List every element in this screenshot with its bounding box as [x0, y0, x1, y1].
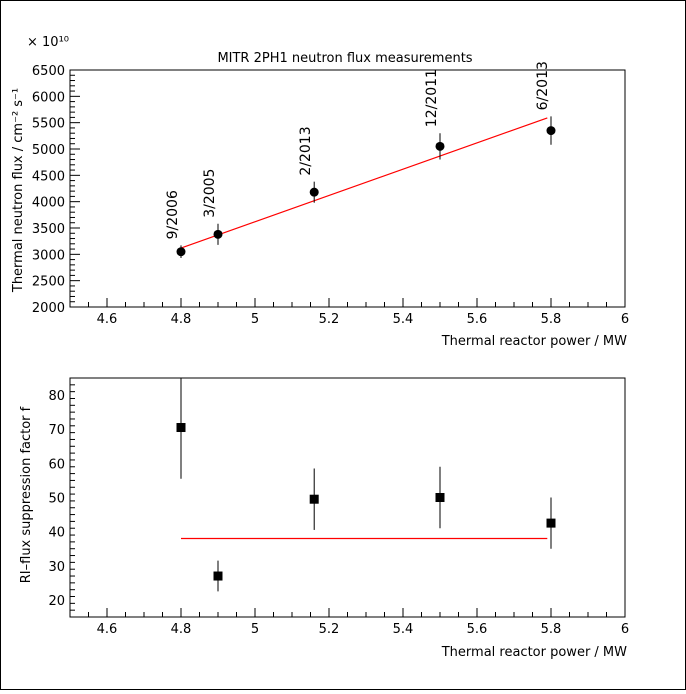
bottom-chart-x-tick-label: 5.6: [467, 622, 488, 637]
bottom-chart: 4.6 4.8 5 5.2 5.4 5.6 5.8 6 20 30 40 50 60 70 80: [48, 377, 629, 637]
bottom-chart-data-point: [435, 493, 445, 502]
top-chart-y-tick-label: 2500: [32, 275, 65, 290]
top-chart-y-tick-label: 2000: [32, 301, 65, 316]
top-chart-data-point: [309, 187, 319, 197]
bottom-chart-y-tick-label: 70: [48, 423, 65, 438]
top-chart-data-point: [176, 247, 186, 257]
bottom-chart-x-tick-label: 6: [621, 622, 629, 637]
top-chart-x-tick-label: 4.8: [171, 312, 192, 327]
bottom-chart-y-axis-label: RI–flux suppression factor f: [19, 406, 34, 583]
top-chart-y-tick-label: 3500: [32, 222, 65, 237]
bottom-chart-x-tick-label: 5.2: [319, 622, 340, 637]
bottom-chart-x-axis-label: Thermal reactor power / MW: [441, 645, 627, 660]
bottom-chart-x-tick-label: 4.6: [97, 622, 118, 637]
top-chart-y-tick-label: 6000: [32, 90, 65, 105]
top-chart-x-tick-label: 5: [251, 312, 259, 327]
top-chart-data-point: [213, 229, 223, 239]
top-chart-x-tick-label: 5.8: [541, 312, 562, 327]
top-chart-x-tick-label: 4.6: [97, 312, 118, 327]
bottom-chart-x-tick-label: 4.8: [171, 622, 192, 637]
top-chart-point-label: 9/2006: [165, 190, 181, 239]
bottom-chart-data-point: [176, 423, 186, 433]
bottom-chart-y-tick-label: 20: [48, 594, 65, 609]
top-chart-multiplier: × 10¹⁰: [27, 35, 69, 50]
top-chart-y-tick-label: 6500: [32, 64, 65, 79]
top-chart-x-tick-label: 6: [621, 312, 629, 327]
top-chart-data-point: [546, 126, 556, 136]
top-chart-x-axis-label: Thermal reactor power / MW: [441, 334, 627, 349]
bottom-chart-x-tick-label: 5.4: [393, 622, 414, 637]
bottom-chart-data-point: [213, 571, 223, 581]
top-chart-x-tick-label: 5.4: [393, 312, 414, 327]
bottom-chart-y-tick-label: 60: [48, 457, 65, 472]
bottom-chart-x-tick-label: 5.8: [541, 622, 562, 637]
top-chart-y-tick-label: 3000: [32, 248, 65, 263]
top-chart-y-tick-label: 5000: [32, 143, 65, 158]
top-chart-x-tick-label: 5.2: [319, 312, 340, 327]
top-chart-x-tick-label: 5.6: [467, 312, 488, 327]
top-chart-point-label: 12/2011: [424, 69, 440, 127]
top-chart: 4.6 4.8 5 5.2 5.4 5.6 5.8 6 2000 2500 3000 3500 4000…: [32, 61, 629, 327]
bottom-chart-y-tick-label: 30: [48, 560, 65, 575]
top-chart-y-axis-label: Thermal neutron flux / cm⁻² s⁻¹: [11, 88, 26, 293]
top-chart-fit-line: [180, 117, 548, 249]
bottom-chart-y-tick-label: 40: [48, 526, 65, 541]
bottom-chart-y-tick-label: 50: [48, 492, 65, 507]
top-chart-point-label: 6/2013: [535, 61, 551, 110]
bottom-chart-data-point: [309, 494, 319, 504]
bottom-chart-y-tick-label: 80: [48, 389, 65, 404]
top-chart-title: MITR 2PH1 neutron flux measurements: [217, 51, 472, 66]
top-chart-y-tick-label: 4500: [32, 169, 65, 184]
top-chart-y-tick-label: 5500: [32, 117, 65, 132]
top-chart-y-tick-label: 4000: [32, 196, 65, 211]
bottom-chart-data-point: [546, 518, 556, 528]
top-chart-data-point: [435, 141, 445, 151]
bottom-chart-x-tick-label: 5: [251, 622, 259, 637]
top-chart-point-label: 2/2013: [298, 126, 314, 175]
top-chart-point-label: 3/2005: [202, 169, 218, 218]
